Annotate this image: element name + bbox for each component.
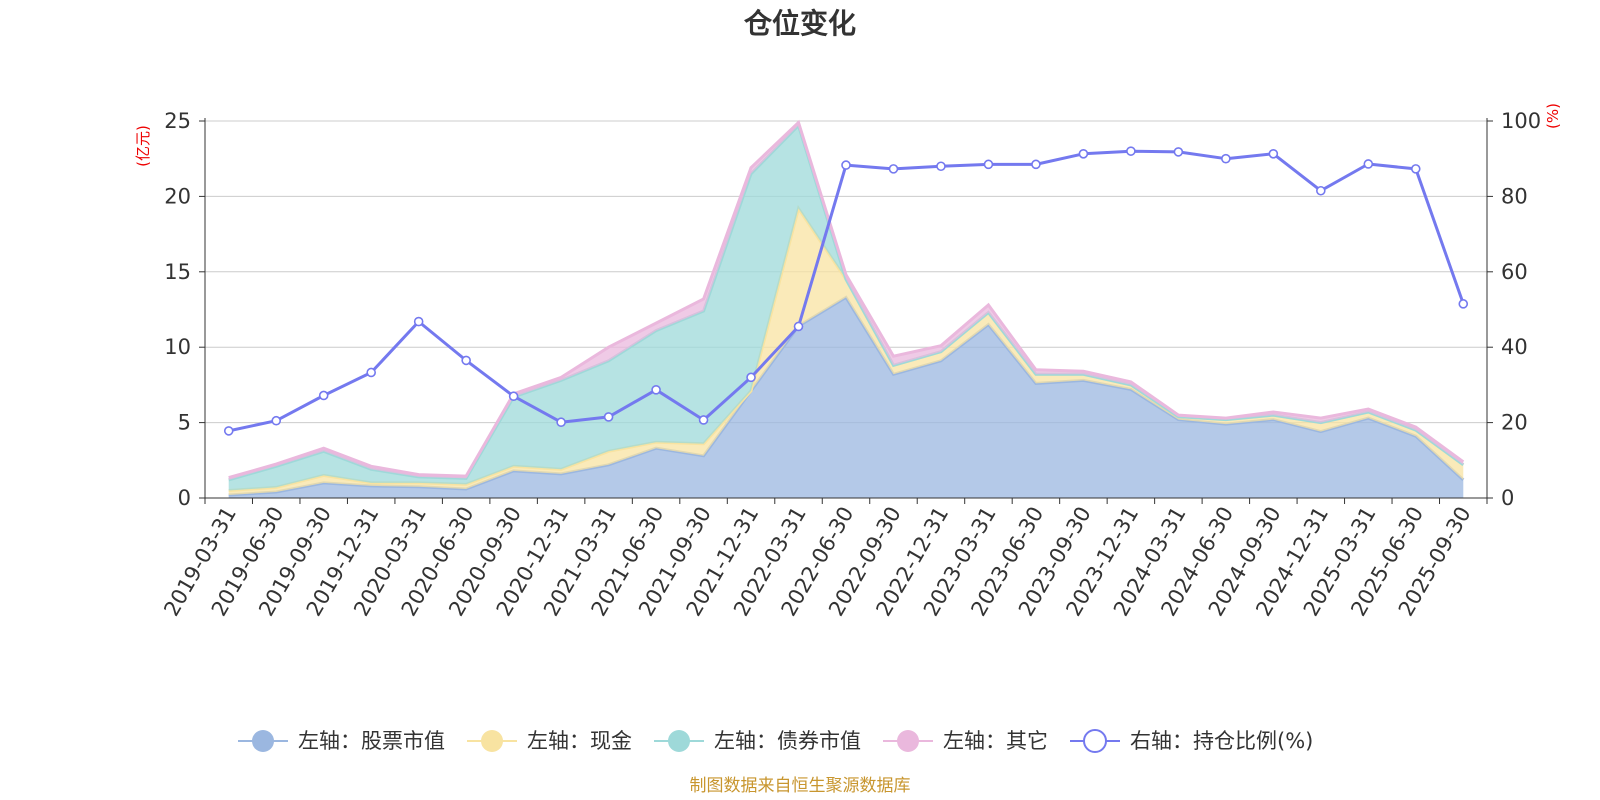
legend-item-1: 左轴：股票市值 [238,729,445,753]
area-series-3 [228,125,1464,491]
area-series-1 [228,297,1464,498]
ratio-point [1078,148,1089,159]
ratio-point [366,367,376,378]
chart-title: 仓位变化 [744,7,856,40]
ratio-point [793,321,804,332]
ratio-point [983,159,994,170]
ratio-point [556,417,566,428]
ratio-point [841,160,851,170]
ratio-point [1363,159,1374,169]
right-tick-label: 40 [1501,335,1528,359]
left-tick-label: 15 [164,260,191,284]
legend-label: 左轴：债券市值 [714,729,861,753]
ratio-point [1031,159,1041,170]
ratio-point [936,161,946,172]
ratio-point [1458,299,1469,309]
legend-label: 左轴：其它 [943,729,1048,753]
legend-item-3: 左轴：债券市值 [654,729,861,753]
right-tick-label: 20 [1501,411,1528,435]
ratio-point [698,415,709,425]
left-tick-label: 5 [178,411,191,435]
legend-item-2: 左轴：现金 [467,729,632,753]
ratio-point [888,164,899,174]
source-note: 制图数据来自恒生聚源数据库 [690,776,911,796]
right-tick-label: 80 [1501,184,1528,208]
legend-item-4: 左轴：其它 [883,729,1048,753]
legend-label: 左轴：现金 [527,729,632,753]
ratio-point [223,426,234,436]
legend-swatch-marker [1083,729,1107,753]
ratio-point [1410,164,1421,174]
ratio-point [1316,185,1326,196]
ratio-point [746,372,756,383]
ratio-point [603,412,614,422]
right-tick-label: 0 [1501,486,1514,510]
ratio-point [318,390,329,401]
right-tick-label: 100 [1501,109,1541,133]
legend-item-5: 右轴：持仓比例(%) [1070,729,1313,753]
area-series-edge-4 [228,119,1465,480]
legend-label: 左轴：股票市值 [298,729,445,753]
ratio-point [1221,153,1231,164]
left-tick-label: 20 [164,184,191,208]
legend-swatch-marker [897,730,919,752]
left-tick-label: 25 [164,109,191,133]
ratio-point [461,355,471,366]
left-tick-label: 0 [178,486,191,510]
legend-label: 右轴：持仓比例(%) [1130,729,1313,753]
legend-swatch-marker [668,730,690,752]
right-axis-unit: (%) [1544,103,1562,129]
legend: 左轴：股票市值 左轴：现金 左轴：债券市值 左轴：其它 右轴：持仓比例(%) [238,729,1313,753]
left-tick-label: 10 [164,335,191,359]
legend-swatch-marker [481,730,503,752]
ratio-point [1173,147,1184,157]
ratio-point [508,391,519,402]
legend-swatch-marker [252,730,274,752]
ratio-line [223,146,1469,436]
ratio-point [1268,148,1279,159]
ratio-point [1126,146,1136,156]
stacked-areas [228,119,1465,498]
right-tick-label: 60 [1501,260,1528,284]
ratio-point [413,316,424,327]
ratio-point [271,415,282,426]
ratio-point [651,385,661,395]
left-axis-unit: (亿元) [134,125,152,167]
